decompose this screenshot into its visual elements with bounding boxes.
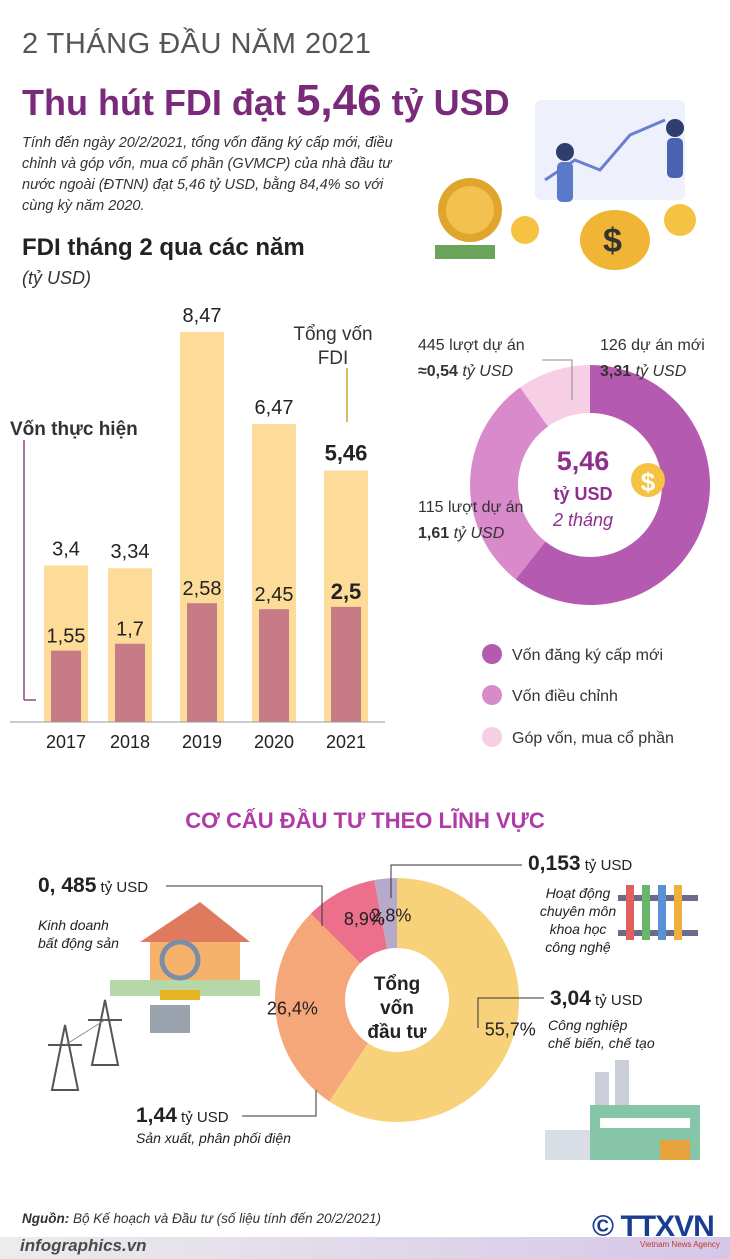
sector-callout-desc: Sản xuất, phân phối điện [136, 1130, 291, 1146]
dollar-icon: $ [641, 467, 656, 497]
legend-label: Góp vốn, mua cổ phần [512, 729, 674, 747]
bar-realized-label: 1,7 [116, 619, 144, 641]
site-link[interactable]: infographics.vn [20, 1236, 147, 1255]
sector-section-title: CƠ CẤU ĐẦU TƯ THEO LĨNH VỰC [185, 808, 545, 833]
sector-callout-value: 0,153 tỷ USD [528, 852, 632, 875]
title-suffix: tỷ USD [381, 82, 510, 123]
bar-realized-label: 2,45 [255, 584, 294, 606]
realized-label: Vốn thực hiện [10, 419, 138, 440]
legend-swatch [482, 644, 502, 664]
donut-center-period: 2 tháng [552, 510, 613, 530]
ttxvn-logo-subtitle: Vietnam News Agency [640, 1240, 720, 1249]
sector-leader-line [242, 1090, 317, 1117]
x-tick-label: 2019 [182, 732, 222, 752]
x-tick-label: 2020 [254, 732, 294, 752]
bar-realized [259, 609, 289, 722]
donut-legend: Vốn đăng ký cấp mới Vốn điều chỉnh Góp v… [482, 644, 674, 747]
bar-total-label: 8,47 [183, 305, 222, 327]
test-tubes-icon [618, 885, 698, 940]
house-key-icon [110, 902, 260, 1000]
donut-slice [310, 880, 388, 964]
person-icon [556, 143, 574, 161]
title-prefix: Thu hút FDI đạt [22, 82, 296, 123]
x-tick-label: 2017 [46, 732, 86, 752]
money-illustration: $ [435, 100, 696, 270]
bar-realized [187, 603, 217, 722]
bar-realized [51, 650, 81, 722]
donut-slice [515, 365, 710, 605]
sector-leader-line [390, 864, 522, 898]
donut-slice [520, 365, 590, 427]
source-label: Nguồn: [22, 1211, 70, 1226]
callout-leader [542, 359, 573, 400]
sector-donut: 55,7% 26,4% 8,9%2,8% Tổng vốn đầu tư 0, 485 … [38, 852, 700, 1160]
bar-total-label: 3,34 [111, 541, 150, 563]
sector-callout-desc: Công nghiệp chế biến, chế tạo [548, 1017, 655, 1051]
callout-line1: 445 lượt dự án [418, 337, 525, 354]
legend-label: Vốn đăng ký cấp mới [512, 647, 663, 664]
callout-line1: 126 dự án mới [600, 337, 705, 354]
bar-group: 3,4 1,55 2017 3,34 1,7 2018 8,47 2,58 2019 6,47 2,… [44, 305, 368, 752]
sector-slice-label: 55,7% [485, 1019, 536, 1039]
factory-icon [545, 1060, 700, 1160]
dollar-coin-icon [631, 463, 665, 497]
source-text: Bộ Kế hoạch và Đầu tư (số liệu tính đến … [69, 1211, 381, 1226]
sector-slice-label: 8,9% [344, 909, 385, 929]
page-kicker: 2 THÁNG ĐẦU NĂM 2021 [22, 28, 372, 60]
bar-realized [331, 606, 361, 722]
page-title: Thu hút FDI đạt 5,46 tỷ USD [22, 76, 510, 126]
total-label: Tổng vốn FDI [293, 324, 372, 369]
bar-total-label: 3,4 [52, 538, 80, 560]
sector-slice-label: 26,4% [267, 998, 318, 1018]
legend-swatch [482, 685, 502, 705]
sector-callout-desc: Kinh doanh bất động sản [38, 917, 119, 951]
bar-total-label: 6,47 [255, 397, 294, 419]
sector-callout-desc: Hoạt động chuyên môn khoa học công nghệ [540, 885, 616, 955]
power-tower-icon [48, 999, 190, 1091]
donut-slice [275, 913, 369, 1102]
coin-icon [511, 216, 539, 244]
callout-line1: 115 lượt dự án [418, 499, 523, 516]
donut-slices [469, 365, 710, 605]
coin-icon [664, 204, 696, 236]
donut-slice [469, 387, 549, 580]
money-bag-icon [580, 210, 650, 270]
bar-realized-label: 2,58 [183, 578, 222, 600]
callout-line2: 1,61 tỷ USD [418, 525, 505, 542]
source-note: Nguồn: Bộ Kế hoạch và Đầu tư (số liệu tí… [22, 1211, 381, 1226]
title-value: 5,46 [295, 76, 382, 125]
sector-donut-center: Tổng vốn đầu tư [367, 974, 426, 1043]
sector-callout-value: 1,44 tỷ USD [136, 1104, 229, 1127]
legend-label: Vốn điều chỉnh [512, 688, 618, 705]
donut-slices: 55,7% 26,4% 8,9%2,8% [267, 878, 536, 1122]
sector-leader-line [477, 997, 544, 1028]
bar-realized [115, 643, 145, 722]
fdi-bar-chart: 3,4 1,55 2017 3,34 1,7 2018 8,47 2,58 2019 6,47 2,… [10, 305, 385, 752]
x-tick-label: 2021 [326, 732, 366, 752]
sector-callout-value: 3,04 tỷ USD [550, 987, 643, 1010]
bar-realized-label: 2,5 [331, 579, 362, 604]
bar-total-label: 5,46 [325, 441, 368, 466]
ttxvn-logo: © TTXVN [592, 1210, 715, 1243]
person-icon [666, 119, 684, 137]
sector-callout-value: 0, 485 tỷ USD [38, 874, 148, 897]
donut-slice [329, 878, 519, 1122]
callout-line2: ≈0,54 tỷ USD [418, 363, 513, 380]
lead-paragraph: Tính đến ngày 20/2/2021, tổng vốn đăng k… [22, 135, 393, 215]
x-tick-label: 2018 [110, 732, 150, 752]
banknote-icon [435, 245, 495, 259]
legend-swatch [482, 727, 502, 747]
donut-center-unit: tỷ USD [553, 484, 612, 504]
callout-line2: 3,31 tỷ USD [600, 363, 687, 380]
bar-realized-label: 1,55 [47, 626, 86, 648]
fdi-source-donut: 5,46 tỷ USD 2 tháng $ 445 lượt dự án ≈0,… [418, 337, 710, 747]
dollar-icon: $ [603, 222, 622, 260]
donut-center-value: 5,46 [557, 446, 610, 476]
sector-slice-label: 2,8% [370, 905, 411, 925]
sector-leader-line [166, 885, 323, 926]
bar-chart-title: FDI tháng 2 qua các năm [22, 234, 305, 261]
bar-chart-unit: (tỷ USD) [22, 268, 91, 288]
footer-band [0, 1237, 730, 1259]
